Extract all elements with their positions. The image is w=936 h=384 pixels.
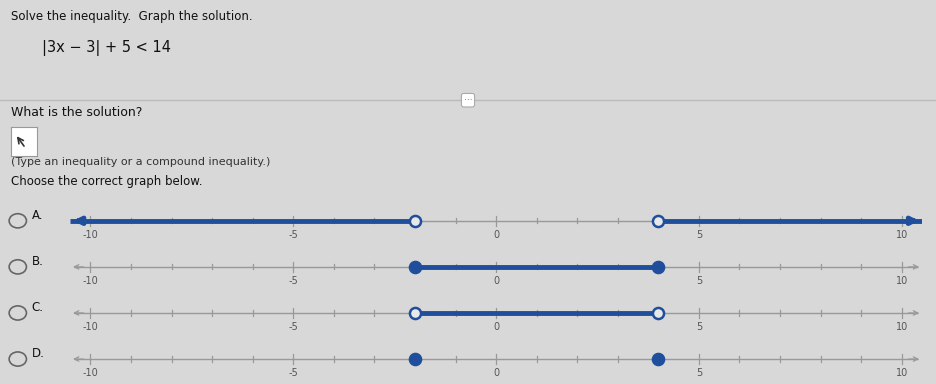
Text: What is the solution?: What is the solution?: [11, 106, 142, 119]
Text: |3x − 3| + 5 < 14: |3x − 3| + 5 < 14: [42, 40, 171, 56]
Text: D.: D.: [32, 347, 45, 360]
Text: -5: -5: [288, 322, 299, 332]
Text: -10: -10: [82, 368, 98, 378]
Text: 10: 10: [896, 276, 908, 286]
Text: 5: 5: [695, 368, 702, 378]
Text: -5: -5: [288, 276, 299, 286]
Text: Solve the inequality.  Graph the solution.: Solve the inequality. Graph the solution…: [11, 10, 253, 23]
Text: 10: 10: [896, 322, 908, 332]
Text: 5: 5: [695, 276, 702, 286]
Text: 10: 10: [896, 368, 908, 378]
Text: 5: 5: [695, 322, 702, 332]
Text: (Type an inequality or a compound inequality.): (Type an inequality or a compound inequa…: [11, 157, 271, 167]
Text: 0: 0: [493, 322, 499, 332]
Text: C.: C.: [32, 301, 44, 314]
Text: -10: -10: [82, 230, 98, 240]
Text: -10: -10: [82, 322, 98, 332]
Text: 0: 0: [493, 368, 499, 378]
Text: Choose the correct graph below.: Choose the correct graph below.: [11, 175, 203, 188]
Text: 10: 10: [896, 230, 908, 240]
Text: 0: 0: [493, 230, 499, 240]
Text: 0: 0: [493, 276, 499, 286]
Text: -5: -5: [288, 368, 299, 378]
Text: -5: -5: [288, 230, 299, 240]
Text: -10: -10: [82, 276, 98, 286]
Text: 5: 5: [695, 230, 702, 240]
Text: A.: A.: [32, 209, 43, 222]
Text: B.: B.: [32, 255, 44, 268]
Text: ···: ···: [463, 96, 473, 105]
